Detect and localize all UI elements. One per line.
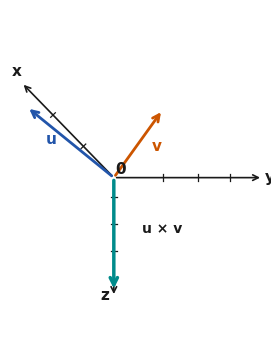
Text: y: y xyxy=(265,170,271,185)
Text: u: u xyxy=(46,132,57,147)
Text: u × v: u × v xyxy=(143,222,183,236)
Text: v: v xyxy=(152,139,162,154)
Text: 0: 0 xyxy=(115,162,126,177)
Text: z: z xyxy=(100,288,109,303)
Text: x: x xyxy=(11,64,21,79)
